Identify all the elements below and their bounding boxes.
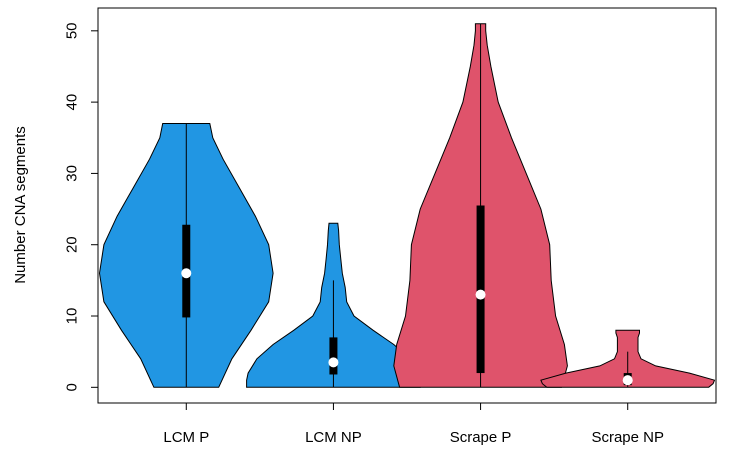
y-tick-label-1: 10	[63, 308, 80, 325]
violins-layer	[98, 23, 716, 388]
violin-median-point-3	[622, 375, 633, 386]
violin-group-3	[540, 329, 716, 388]
violin-median-point-0	[181, 268, 192, 279]
y-tick-label-2: 20	[63, 236, 80, 253]
x-axis: LCM P LCM NP Scrape P Scrape NP	[163, 402, 664, 446]
x-tick-label-0: LCM P	[163, 429, 209, 446]
y-tick-label-5: 50	[63, 22, 80, 39]
y-tick-label-3: 30	[63, 165, 80, 182]
y-tick-label-4: 40	[63, 94, 80, 111]
x-tick-label-1: LCM NP	[305, 429, 362, 446]
y-tick-label-0: 0	[63, 383, 80, 391]
violin-median-point-1	[328, 357, 339, 368]
y-axis: 0 10 20 30 40 50	[63, 22, 99, 391]
violin-iqr-box-2	[476, 205, 485, 374]
x-tick-label-3: Scrape NP	[591, 429, 664, 446]
violin-median-point-2	[475, 289, 486, 300]
violin-group-1	[246, 222, 421, 388]
violin-group-2	[393, 23, 568, 388]
violin-iqr-box-1	[329, 337, 338, 375]
x-tick-label-2: Scrape P	[450, 429, 512, 446]
y-axis-title: Number CNA segments	[12, 126, 29, 284]
violin-group-0	[98, 123, 274, 388]
